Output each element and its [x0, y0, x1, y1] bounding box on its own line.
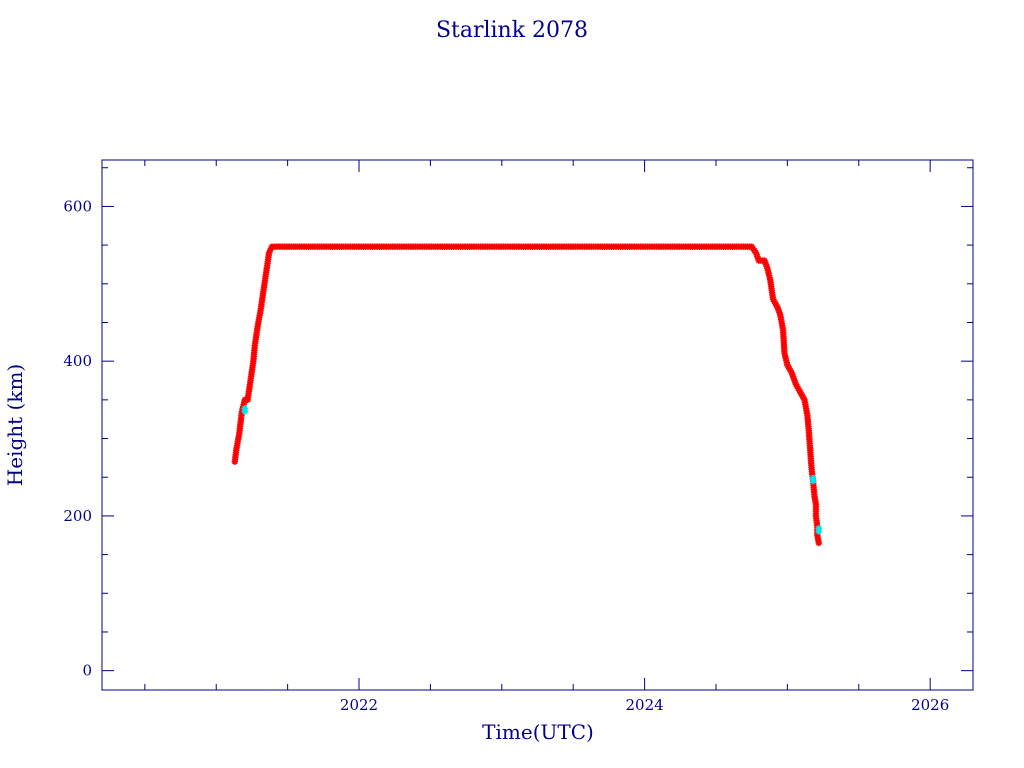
plot-frame — [101, 159, 974, 691]
y-tick-label: 400 — [63, 352, 92, 370]
x-tick-label: 2022 — [340, 696, 378, 714]
x-tick-labels: 2022 2024 2026 — [340, 696, 949, 714]
x-axis-label: Time(UTC) — [482, 720, 594, 744]
y-tick-labels: 0 200 400 600 — [63, 197, 92, 679]
x-tick-label: 2024 — [625, 696, 663, 714]
y-tick-label: 0 — [82, 662, 92, 680]
x-tick-label: 2026 — [911, 696, 949, 714]
data-point-alt — [241, 405, 248, 412]
data-point — [815, 539, 822, 547]
y-axis-label: Height (km) — [3, 364, 27, 486]
major-ticks — [102, 160, 973, 690]
data-point-alt — [815, 525, 822, 532]
data-points — [231, 243, 822, 547]
y-tick-label: 600 — [63, 197, 92, 215]
minor-ticks — [102, 160, 973, 690]
chart-title: Starlink 2078 — [436, 18, 588, 43]
y-tick-label: 200 — [63, 507, 92, 525]
data-point-alt — [809, 474, 817, 482]
